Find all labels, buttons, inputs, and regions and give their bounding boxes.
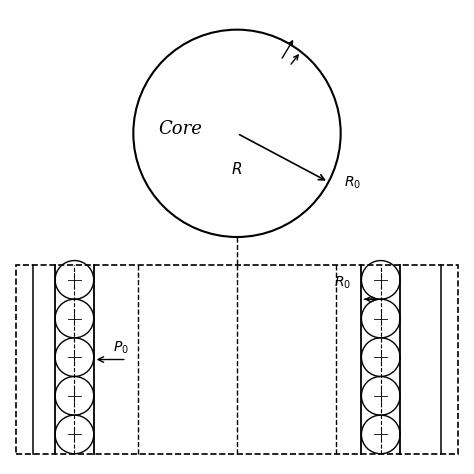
Text: $R_0$: $R_0$ — [334, 274, 351, 291]
Bar — [16, 265, 458, 454]
Text: $R_0$: $R_0$ — [344, 174, 361, 191]
Text: Core: Core — [158, 119, 202, 137]
Text: $P_0$: $P_0$ — [113, 339, 128, 356]
Text: $R$: $R$ — [231, 161, 243, 177]
